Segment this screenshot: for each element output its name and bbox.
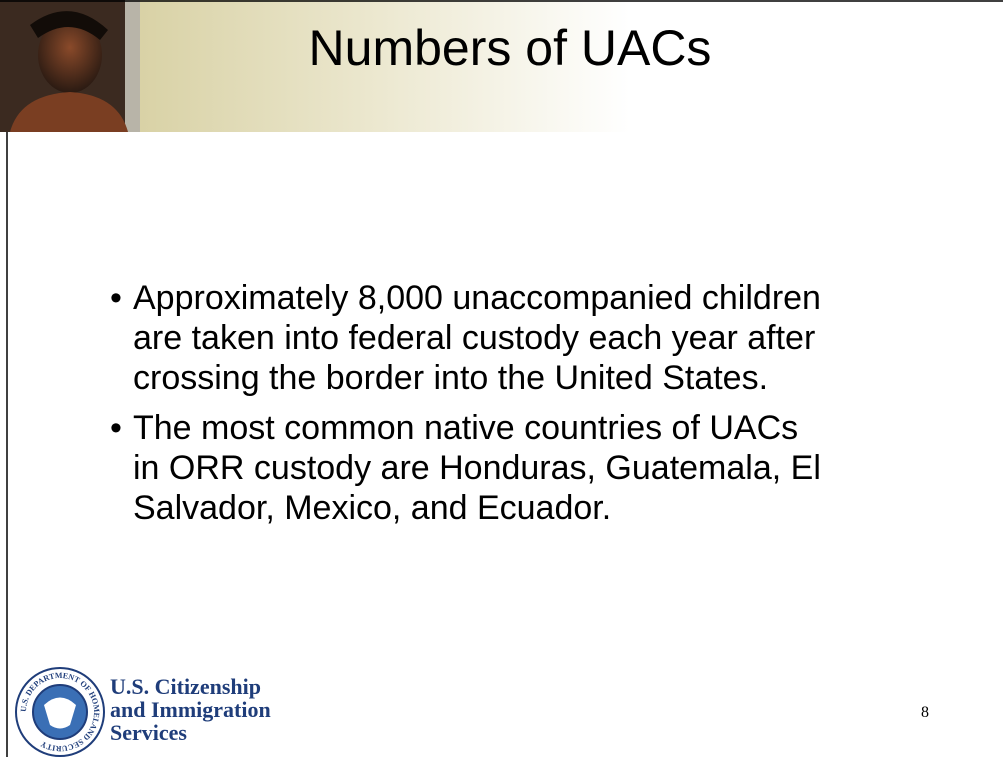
bullet-dot: • <box>110 408 122 448</box>
bullet-dot: • <box>110 278 122 318</box>
slide: Numbers of UACs U.S. DEPARTMENT OF HOMEL… <box>0 0 1003 757</box>
agency-name-line: U.S. Citizenship <box>110 676 261 698</box>
photo-door <box>125 0 140 132</box>
agency-name-line: Services <box>110 722 187 744</box>
bullet-line: Approximately 8,000 unaccompanied childr… <box>133 278 821 318</box>
bullet-line: crossing the border into the United Stat… <box>133 358 768 398</box>
slide-title: Numbers of UACs <box>309 20 712 76</box>
bullet-line: The most common native countries of UACs <box>133 408 798 448</box>
bullet-line: in ORR custody are Honduras, Guatemala, … <box>133 448 821 488</box>
page-number: 8 <box>921 704 929 721</box>
agency-name-line: and Immigration <box>110 699 271 721</box>
bullet-line: Salvador, Mexico, and Ecuador. <box>133 488 611 528</box>
bullet-line: are taken into federal custody each year… <box>133 318 815 358</box>
